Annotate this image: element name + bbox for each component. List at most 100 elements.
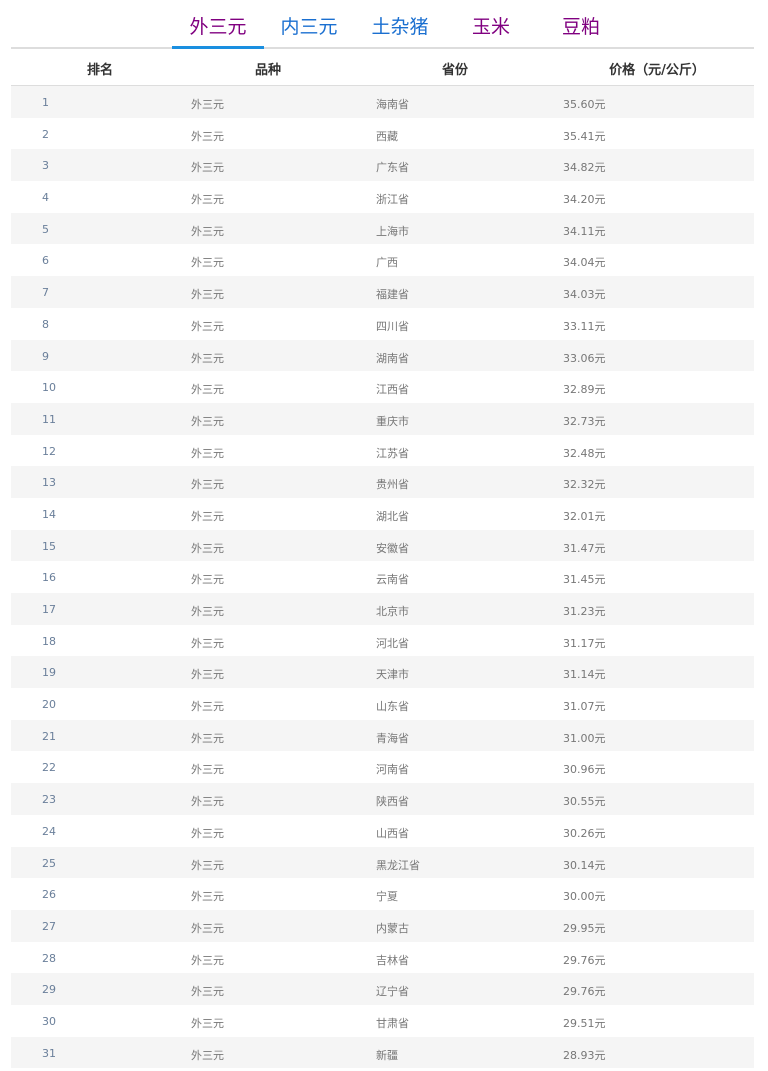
province-cell: 江西省 <box>376 383 409 397</box>
variety-cell: 外三元 <box>191 573 224 587</box>
variety-cell: 外三元 <box>191 478 224 492</box>
variety-cell: 外三元 <box>191 161 224 175</box>
header-rank: 排名 <box>86 63 114 78</box>
table-row: 21 外三元 青海省 31.00元 <box>11 719 754 752</box>
table-row: 12 外三元 江苏省 32.48元 <box>11 435 754 467</box>
province-cell: 上海市 <box>376 224 409 238</box>
variety-cell: 外三元 <box>191 826 224 840</box>
price-cell: 32.73元 <box>563 414 606 428</box>
rank-cell: 27 <box>42 919 56 933</box>
province-cell: 安徽省 <box>376 541 409 555</box>
rank-cell: 28 <box>42 951 56 965</box>
variety-cell: 外三元 <box>191 446 224 460</box>
tab-wai-san-yuan[interactable]: 外三元 <box>172 14 264 49</box>
province-cell: 广东省 <box>376 161 409 175</box>
variety-cell: 外三元 <box>191 414 224 428</box>
table-row: 9 外三元 湖南省 33.06元 <box>11 339 754 372</box>
header-price: 价格（元/公斤） <box>609 63 705 78</box>
table-row: 30 外三元 甘肃省 29.51元 <box>11 1005 754 1037</box>
variety-cell: 外三元 <box>191 985 224 999</box>
tab-nei-san-yuan[interactable]: 内三元 <box>280 16 338 38</box>
table-row: 11 外三元 重庆市 32.73元 <box>11 402 754 435</box>
price-cell: 35.60元 <box>563 98 606 111</box>
variety-cell: 外三元 <box>191 953 224 967</box>
variety-cell: 外三元 <box>191 1048 224 1062</box>
rank-cell: 21 <box>42 729 56 743</box>
province-cell: 重庆市 <box>376 414 409 428</box>
province-cell: 江苏省 <box>376 446 409 460</box>
province-cell: 内蒙古 <box>376 921 409 935</box>
rank-cell: 14 <box>42 507 56 521</box>
price-cell: 29.76元 <box>563 953 606 967</box>
province-cell: 宁夏 <box>376 890 398 904</box>
table-row: 23 外三元 陕西省 30.55元 <box>11 783 754 815</box>
tab-corn[interactable]: 玉米 <box>471 16 510 38</box>
province-cell: 辽宁省 <box>376 985 409 999</box>
province-cell: 山东省 <box>376 700 409 714</box>
rank-cell: 22 <box>42 761 56 775</box>
province-cell: 吉林省 <box>376 953 409 967</box>
rank-cell: 12 <box>42 444 56 458</box>
province-cell: 北京市 <box>376 605 409 618</box>
table-row: 31 外三元 新疆 28.93元 <box>11 1036 754 1069</box>
table-row: 2 外三元 西藏 35.41元 <box>11 118 754 150</box>
table-row: 24 外三元 山西省 30.26元 <box>11 815 754 847</box>
variety-cell: 外三元 <box>191 224 224 238</box>
price-cell: 33.06元 <box>563 351 606 365</box>
rank-cell: 15 <box>42 539 56 553</box>
variety-cell: 外三元 <box>191 193 224 207</box>
province-cell: 西藏 <box>376 129 398 143</box>
table-row: 5 外三元 上海市 34.11元 <box>11 212 754 245</box>
price-cell: 34.11元 <box>563 224 606 238</box>
price-cell: 32.01元 <box>563 509 606 523</box>
province-cell: 湖北省 <box>376 509 409 523</box>
rank-cell: 25 <box>42 856 56 870</box>
price-cell: 31.47元 <box>563 541 606 555</box>
table-row: 28 外三元 吉林省 29.76元 <box>11 942 754 974</box>
price-cell: 30.26元 <box>563 826 606 840</box>
rank-cell: 17 <box>42 603 56 616</box>
price-cell: 34.04元 <box>563 256 606 270</box>
price-cell: 32.89元 <box>563 383 606 397</box>
table-row: 22 外三元 河南省 30.96元 <box>11 751 754 783</box>
price-cell: 30.55元 <box>563 795 606 809</box>
province-cell: 贵州省 <box>376 478 409 492</box>
variety-cell: 外三元 <box>191 319 224 333</box>
variety-cell: 外三元 <box>191 605 224 618</box>
header-province: 省份 <box>441 63 469 78</box>
variety-cell: 外三元 <box>191 383 224 397</box>
tab-tu-za-zhu[interactable]: 土杂猪 <box>371 16 429 38</box>
variety-cell: 外三元 <box>191 98 224 111</box>
price-cell: 31.23元 <box>563 605 606 618</box>
table-row: 19 外三元 天津市 31.14元 <box>11 656 754 689</box>
variety-cell: 外三元 <box>191 858 224 872</box>
table-row: 25 外三元 黑龙江省 30.14元 <box>11 846 754 879</box>
price-cell: 29.51元 <box>563 1016 606 1030</box>
province-cell: 河南省 <box>376 763 409 777</box>
rank-cell: 11 <box>42 412 56 426</box>
price-cell: 31.07元 <box>563 700 606 714</box>
rank-cell: 6 <box>42 254 49 268</box>
price-cell: 34.20元 <box>563 193 606 207</box>
rank-cell: 30 <box>42 1014 56 1028</box>
province-cell: 山西省 <box>376 826 409 840</box>
tab-soybean-meal[interactable]: 豆粕 <box>561 16 600 38</box>
rank-cell: 2 <box>42 127 49 141</box>
variety-cell: 外三元 <box>191 668 224 682</box>
rank-cell: 13 <box>42 476 56 490</box>
table-row: 13 外三元 贵州省 32.32元 <box>11 466 754 498</box>
variety-cell: 外三元 <box>191 1016 224 1030</box>
rank-cell: 26 <box>42 888 56 902</box>
rank-cell: 9 <box>42 349 49 363</box>
province-cell: 四川省 <box>376 319 409 333</box>
price-cell: 34.03元 <box>563 288 606 302</box>
price-cell: 30.96元 <box>563 763 606 777</box>
table-row: 1 外三元 海南省 35.60元 <box>11 86 754 118</box>
table-row: 16 外三元 云南省 31.45元 <box>11 561 754 593</box>
table-row: 7 外三元 福建省 34.03元 <box>11 276 754 308</box>
price-cell: 32.48元 <box>563 446 606 460</box>
price-cell: 30.14元 <box>563 858 606 872</box>
variety-cell: 外三元 <box>191 636 224 650</box>
price-cell: 31.14元 <box>563 668 606 682</box>
rank-cell: 20 <box>42 698 56 712</box>
